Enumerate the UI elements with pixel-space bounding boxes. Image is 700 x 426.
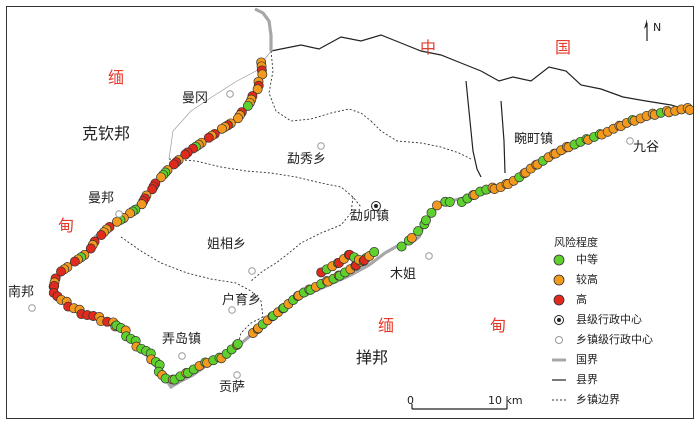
- county-border-icon: [552, 379, 566, 381]
- township-border-icon: [552, 399, 566, 401]
- nongdao-label: 弄岛镇: [162, 332, 202, 347]
- legend-label-medium: 中等: [576, 253, 598, 266]
- high-risk-icon: [553, 274, 565, 286]
- risk-point: [232, 339, 243, 349]
- risk-point: [684, 105, 693, 115]
- scale-end-label: 10 km: [488, 394, 523, 407]
- mengmao-label: 勐卯镇: [350, 209, 390, 224]
- legend-label-very-high: 高: [576, 293, 587, 306]
- risk-point: [432, 200, 442, 211]
- risk-point: [369, 247, 380, 257]
- risk-points: [48, 57, 693, 385]
- myanmar-west-label-1: 缅: [108, 68, 125, 87]
- risk-point: [396, 241, 407, 252]
- huyu-label: 户育乡: [222, 293, 262, 308]
- risk-point: [156, 172, 167, 183]
- map-canvas: [28, 7, 693, 410]
- risk-point: [426, 207, 437, 218]
- risk-point: [252, 84, 263, 95]
- very-high-risk-icon: [553, 294, 565, 306]
- town-center-icon: [555, 336, 563, 344]
- china-label-2: 国: [555, 38, 572, 57]
- legend-label-county-center: 县级行政中心: [576, 313, 642, 326]
- legend-label-national-border: 国界: [576, 353, 598, 366]
- risk-point: [56, 266, 66, 277]
- mangbang-label: 曼邦: [88, 191, 115, 206]
- risk-point: [421, 215, 431, 226]
- national-border-icon: [552, 358, 566, 362]
- jiexiang-label: 姐相乡: [207, 237, 247, 252]
- risk-point: [96, 230, 107, 241]
- interior-line: [168, 50, 272, 160]
- risk-point: [216, 123, 227, 134]
- mengxiu-label: 勐秀乡: [287, 152, 327, 167]
- county-center-marker: [371, 201, 381, 211]
- legend-label-high: 较高: [576, 273, 598, 286]
- jiugu-label: 九谷: [633, 140, 660, 155]
- risk-point: [136, 199, 147, 210]
- risk-point: [242, 100, 253, 111]
- north-arrow-icon: [644, 19, 648, 41]
- risk-point: [69, 256, 80, 267]
- legend-title: 风险程度: [554, 236, 598, 249]
- scale-start-label: 0: [407, 394, 414, 407]
- risk-point: [147, 184, 158, 195]
- county-border: [270, 34, 692, 112]
- scale-bar: [411, 404, 508, 410]
- wanding-label: 畹町镇: [514, 132, 554, 147]
- muje-label: 木姐: [390, 267, 417, 282]
- medium-risk-icon: [553, 254, 565, 266]
- risk-point: [444, 197, 455, 207]
- kachin-label: 克钦邦: [82, 124, 131, 143]
- county-center-icon: [554, 315, 564, 325]
- risk-point: [406, 233, 417, 243]
- shan-label: 掸邦: [356, 348, 389, 367]
- risk-point: [233, 113, 243, 124]
- mangang-label: 曼冈: [182, 91, 209, 106]
- myanmar-west-label-2: 甸: [58, 216, 75, 235]
- nanbang-label: 南邦: [8, 285, 35, 300]
- legend-label-town-center: 乡镇级行政中心: [576, 333, 653, 346]
- map-frame: [6, 6, 694, 419]
- risk-point: [168, 159, 179, 170]
- legend-label-township-border: 乡镇边界: [576, 393, 620, 406]
- risk-point: [180, 149, 191, 160]
- myanmar-south-label-1: 缅: [378, 316, 395, 335]
- legend-label-county-border: 县界: [576, 373, 598, 386]
- risk-point: [85, 243, 96, 254]
- town-center-markers: [28, 90, 634, 379]
- gongsa-label: 贡萨: [219, 380, 246, 395]
- myanmar-south-label-2: 甸: [490, 316, 507, 335]
- north-label: N: [653, 21, 662, 34]
- township-borders: [120, 50, 472, 350]
- risk-point: [203, 132, 214, 143]
- risk-point: [413, 226, 424, 237]
- china-label-1: 中: [420, 38, 437, 57]
- county-border: [465, 80, 506, 178]
